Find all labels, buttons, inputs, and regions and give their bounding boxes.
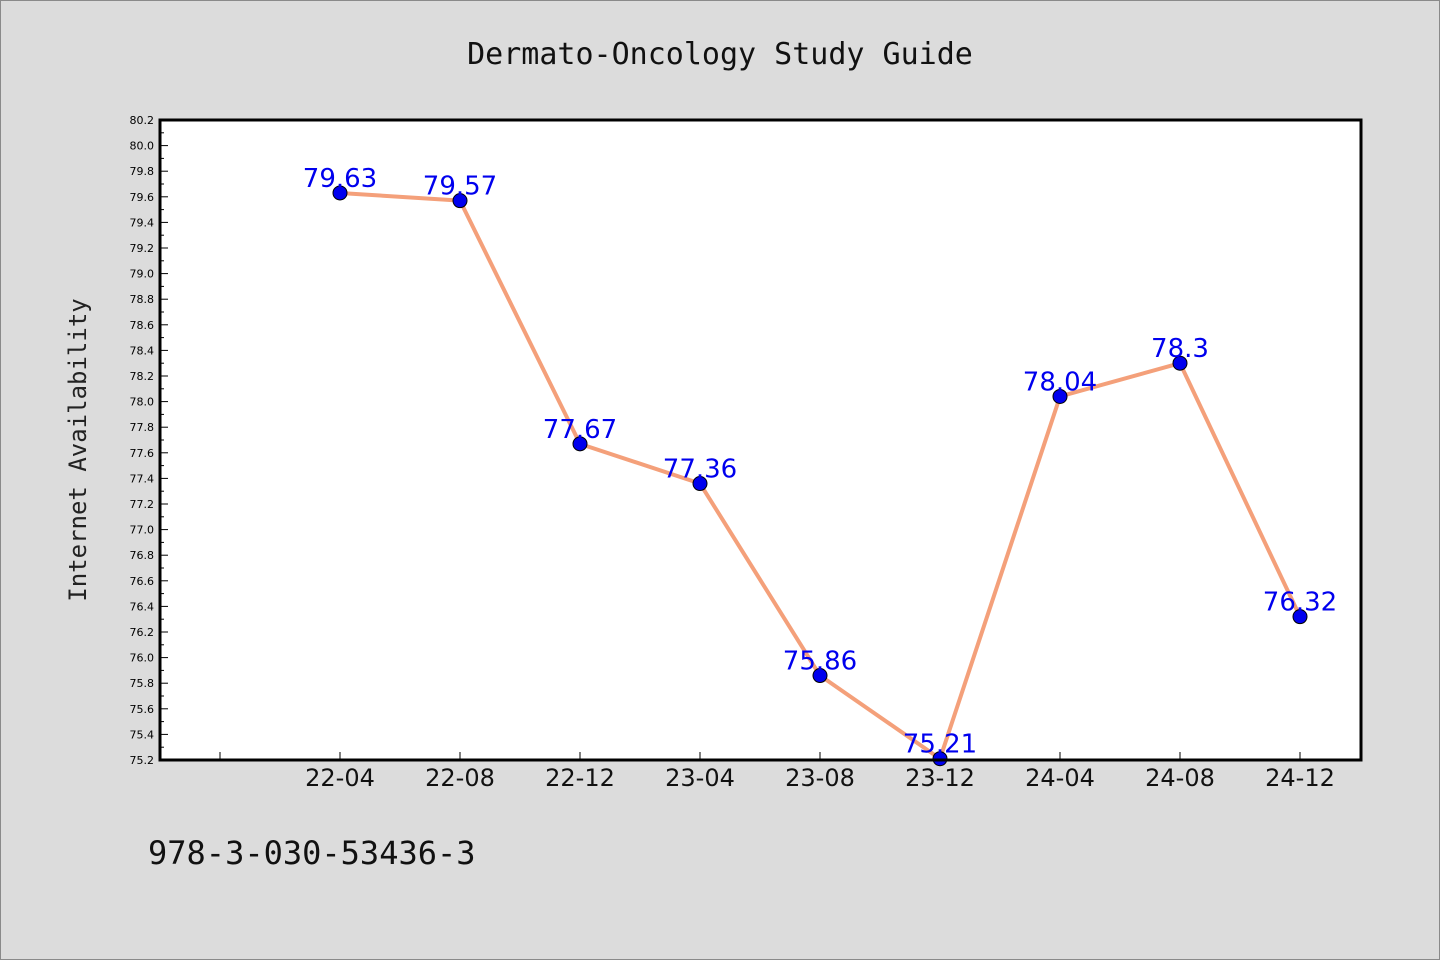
y-tick-label: 75.4 (130, 728, 155, 741)
x-tick-label: 24-04 (1025, 764, 1095, 792)
data-label: 77.67 (543, 415, 617, 445)
y-tick-label: 79.0 (130, 268, 155, 281)
data-label: 75.21 (903, 730, 977, 760)
data-point (332, 185, 348, 201)
data-label: 79.57 (423, 172, 497, 202)
data-label: 78.3 (1151, 334, 1209, 364)
y-tick-label: 79.8 (130, 165, 155, 178)
y-tick-label: 78.8 (130, 293, 155, 306)
y-tick-label: 77.2 (130, 498, 155, 511)
y-tick-label: 75.6 (130, 703, 155, 716)
y-tick-label: 75.2 (130, 754, 155, 767)
y-tick-label: 78.2 (130, 370, 155, 383)
plot-area (160, 120, 1361, 760)
data-point (812, 668, 828, 684)
chart-title: Dermato-Oncology Study Guide (467, 37, 973, 72)
y-tick-label: 77.6 (130, 447, 155, 460)
y-tick-label: 76.6 (130, 575, 155, 588)
y-tick-label: 79.4 (130, 216, 155, 229)
y-tick-label: 79.6 (130, 191, 155, 204)
y-tick-label: 76.8 (130, 549, 155, 562)
x-tick-label: 24-08 (1145, 764, 1215, 792)
data-label: 77.36 (663, 455, 737, 485)
y-tick-label: 77.4 (130, 472, 155, 485)
y-tick-label: 78.0 (130, 396, 155, 409)
y-tick-label: 78.4 (130, 344, 155, 357)
x-tick-label: 22-12 (545, 764, 615, 792)
x-tick-label: 23-12 (905, 764, 975, 792)
y-tick-label: 76.0 (130, 652, 155, 665)
x-tick-label: 22-04 (305, 764, 375, 792)
data-label: 76.32 (1263, 588, 1337, 618)
data-label: 75.86 (783, 647, 857, 677)
data-point (572, 436, 588, 452)
x-tick-label: 24-12 (1265, 764, 1335, 792)
y-tick-label: 75.8 (130, 677, 155, 690)
x-tick-label: 23-04 (665, 764, 735, 792)
data-label: 79.63 (303, 164, 377, 194)
data-point (692, 476, 708, 492)
series-layer: 79.63 79.57 77.67 77.36 75.86 75.21 78.04 78.3 7… (303, 164, 1337, 767)
data-point (1172, 355, 1188, 371)
data-label: 78.04 (1023, 367, 1097, 397)
axis-ticks: 75.2 75.4 75.6 75.8 76.0 76.2 76.4 76.6 76.8 77.0… (130, 114, 1335, 792)
y-tick-label: 77.8 (130, 421, 155, 434)
plot-border (158, 118, 1363, 762)
y-tick-label: 76.2 (130, 626, 155, 639)
y-tick-label: 78.6 (130, 319, 155, 332)
data-point (1292, 609, 1308, 625)
x-tick-label: 23-08 (785, 764, 855, 792)
data-point (452, 193, 468, 209)
data-point (1052, 388, 1068, 404)
x-tick-label: 22-08 (425, 764, 495, 792)
y-tick-label: 76.4 (130, 600, 155, 613)
footer-identifier: 978-3-030-53436-3 (148, 834, 476, 872)
y-tick-label: 79.2 (130, 242, 155, 255)
y-tick-label: 80.0 (130, 140, 155, 153)
y-tick-label: 77.0 (130, 524, 155, 537)
y-axis-label: Internet Availability (64, 298, 92, 601)
y-tick-label: 80.2 (130, 114, 155, 127)
